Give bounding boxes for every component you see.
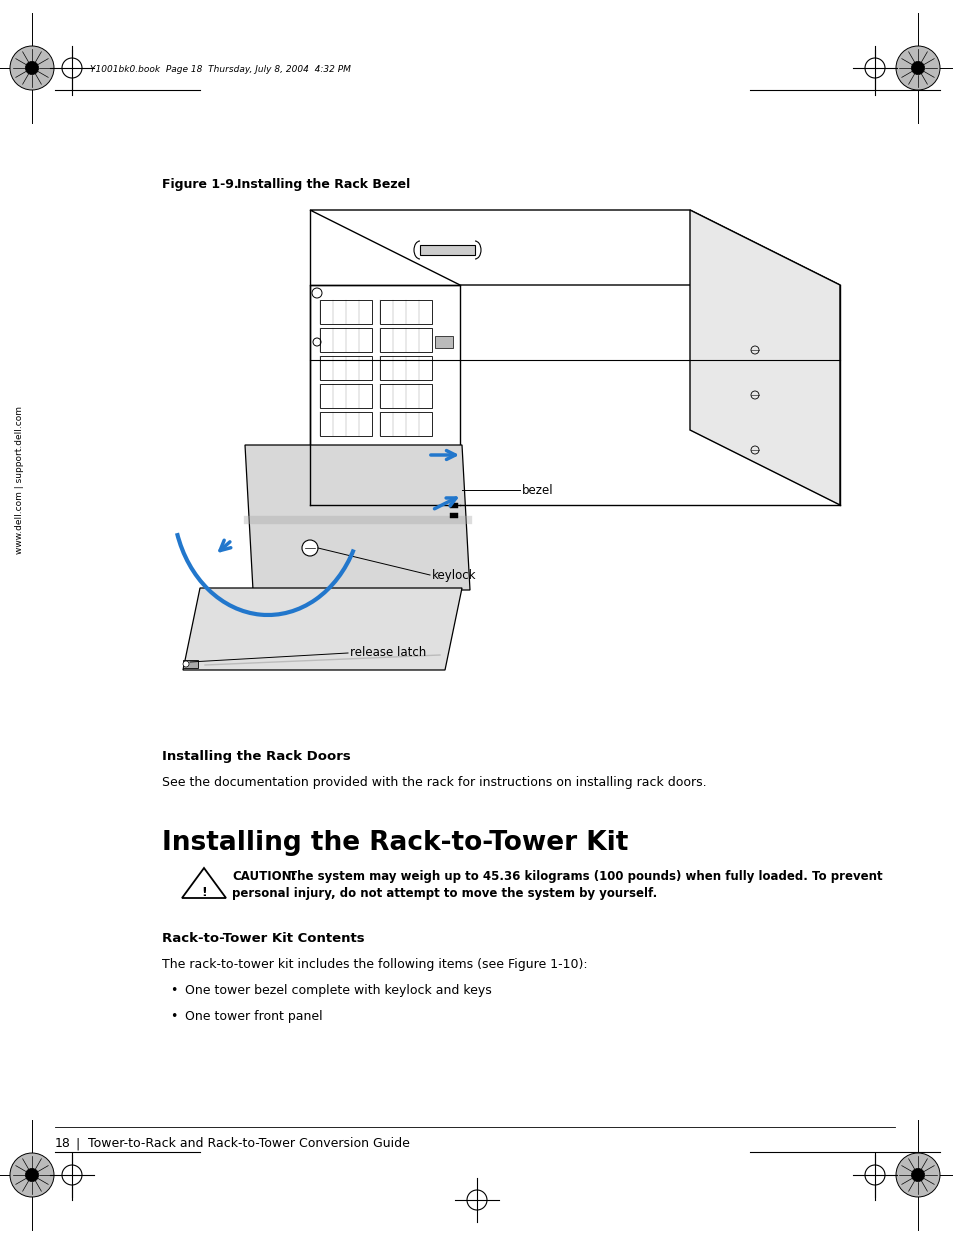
Bar <box>319 300 372 324</box>
Text: Tower-to-Rack and Rack-to-Tower Conversion Guide: Tower-to-Rack and Rack-to-Tower Conversi… <box>88 1137 410 1150</box>
Polygon shape <box>182 868 226 898</box>
Text: Figure 1-9.: Figure 1-9. <box>162 178 238 191</box>
Bar <box>319 329 372 352</box>
Text: The system may weigh up to 45.36 kilograms (100 pounds) when fully loaded. To pr: The system may weigh up to 45.36 kilogra… <box>289 869 882 883</box>
Text: bezel: bezel <box>521 483 553 496</box>
Text: The rack-to-tower kit includes the following items (see Figure 1-10):: The rack-to-tower kit includes the follo… <box>162 958 587 971</box>
Circle shape <box>864 58 884 78</box>
Polygon shape <box>245 445 470 590</box>
Text: Installing the Rack Doors: Installing the Rack Doors <box>162 750 351 763</box>
Text: One tower front panel: One tower front panel <box>185 1010 322 1023</box>
Text: •: • <box>170 1010 177 1023</box>
Text: Y1001bk0.book  Page 18  Thursday, July 8, 2004  4:32 PM: Y1001bk0.book Page 18 Thursday, July 8, … <box>90 64 351 74</box>
Text: 18: 18 <box>55 1137 71 1150</box>
Text: •: • <box>170 984 177 997</box>
Bar <box>450 513 457 517</box>
Bar <box>435 336 453 348</box>
Polygon shape <box>310 285 459 505</box>
Text: |: | <box>75 1137 79 1150</box>
Bar <box>450 503 457 508</box>
Polygon shape <box>183 588 461 671</box>
Text: CAUTION:: CAUTION: <box>232 869 296 883</box>
Circle shape <box>10 46 54 90</box>
Text: Rack-to-Tower Kit Contents: Rack-to-Tower Kit Contents <box>162 932 364 945</box>
Circle shape <box>26 1168 38 1182</box>
Circle shape <box>302 540 317 556</box>
Circle shape <box>895 46 939 90</box>
Bar <box>319 384 372 408</box>
Text: See the documentation provided with the rack for instructions on installing rack: See the documentation provided with the … <box>162 776 706 789</box>
Circle shape <box>62 58 82 78</box>
Circle shape <box>183 661 189 667</box>
Text: Installing the Rack-to-Tower Kit: Installing the Rack-to-Tower Kit <box>162 830 628 856</box>
Text: personal injury, do not attempt to move the system by yourself.: personal injury, do not attempt to move … <box>232 887 657 900</box>
Circle shape <box>467 1191 486 1210</box>
Circle shape <box>895 1153 939 1197</box>
Bar <box>379 384 432 408</box>
Text: !: ! <box>201 887 207 899</box>
Bar <box>379 356 432 380</box>
Circle shape <box>910 62 923 74</box>
Text: keylock: keylock <box>432 568 476 582</box>
Circle shape <box>910 1168 923 1182</box>
Circle shape <box>10 1153 54 1197</box>
Bar <box>379 329 432 352</box>
Text: One tower bezel complete with keylock and keys: One tower bezel complete with keylock an… <box>185 984 491 997</box>
Polygon shape <box>689 210 840 505</box>
Text: release latch: release latch <box>350 646 426 658</box>
Polygon shape <box>310 210 840 285</box>
Circle shape <box>62 1165 82 1186</box>
Polygon shape <box>419 245 475 254</box>
Circle shape <box>26 62 38 74</box>
Bar <box>319 356 372 380</box>
Bar <box>379 412 432 436</box>
Circle shape <box>864 1165 884 1186</box>
Bar <box>379 300 432 324</box>
Bar <box>183 659 198 668</box>
Bar <box>319 412 372 436</box>
Text: Installing the Rack Bezel: Installing the Rack Bezel <box>236 178 410 191</box>
Text: www.dell.com | support.dell.com: www.dell.com | support.dell.com <box>15 406 25 555</box>
